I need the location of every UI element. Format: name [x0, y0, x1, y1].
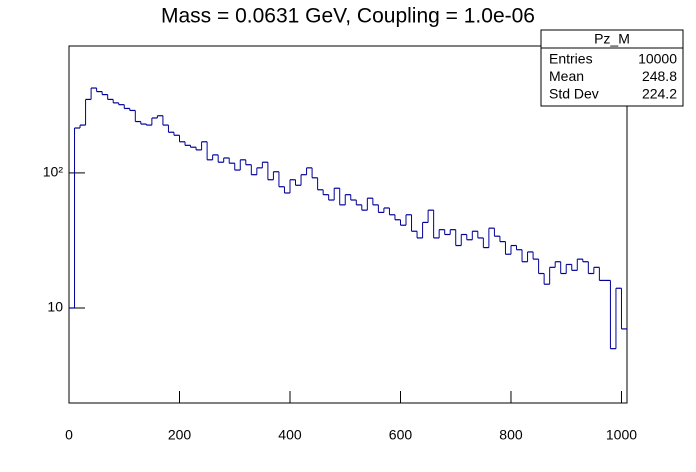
x-tick-label: 400: [278, 427, 302, 443]
stats-box: [540, 29, 684, 107]
stats-value: 10000: [638, 51, 677, 67]
x-tick-label: 600: [389, 427, 413, 443]
x-tick-label: 0: [65, 427, 73, 443]
plot-frame: [68, 45, 628, 404]
chart-title: Mass = 0.0631 GeV, Coupling = 1.0e-06: [161, 5, 535, 28]
y-tick-label: 10²: [43, 164, 64, 180]
stats-label: Mean: [549, 68, 584, 84]
stats-value: 224.2: [642, 86, 677, 102]
stats-title: Pz_M: [594, 31, 630, 47]
x-tick-label: 200: [168, 427, 192, 443]
y-tick-label: 10: [47, 299, 63, 315]
stats-label: Std Dev: [549, 86, 599, 102]
stats-value: 248.8: [642, 68, 677, 84]
stats-label: Entries: [549, 51, 593, 67]
x-tick-label: 1000: [606, 427, 637, 443]
x-tick-label: 800: [499, 427, 523, 443]
